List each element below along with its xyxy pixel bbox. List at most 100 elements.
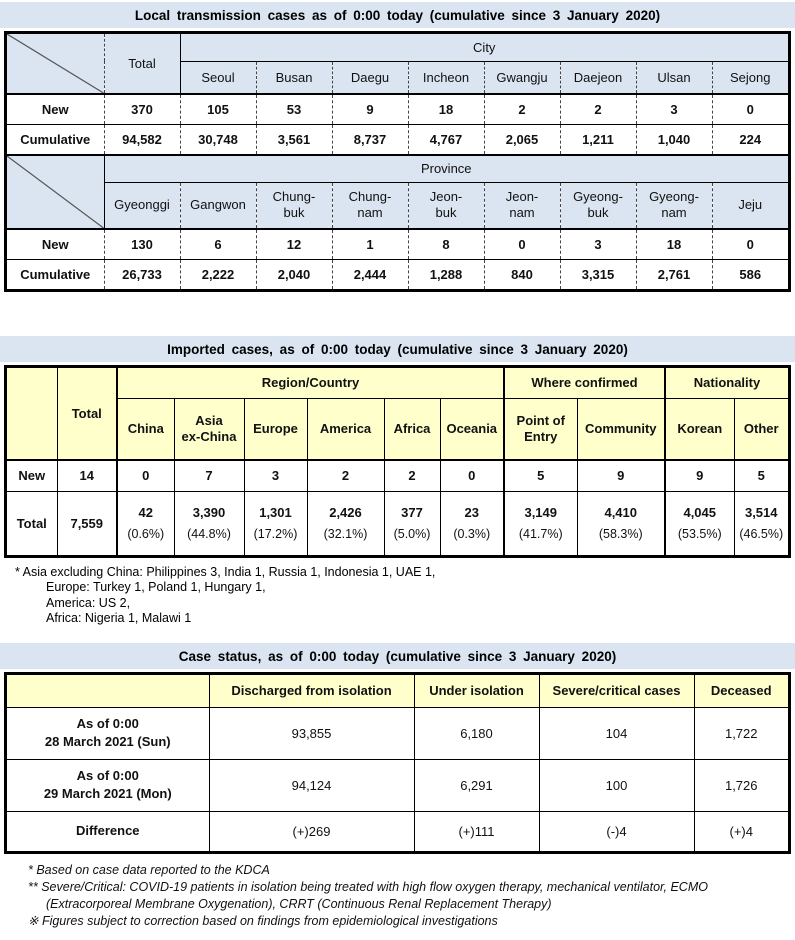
col-header-chungnam: Chung- nam: [331, 181, 408, 229]
value-cell: 8: [407, 228, 484, 259]
col-group-province: Province: [103, 155, 788, 182]
footnote-line: Europe: Turkey 1, Poland 1, Hungary 1,: [46, 580, 266, 595]
col-header-jeonnam: Jeon- nam: [483, 181, 560, 229]
province-cumulative-row: Cumulative 26,733 2,222 2,040 2,444 1,28…: [7, 258, 788, 289]
local-transmission-table: Total City Seoul Busan Daegu Incheon Gwa…: [4, 31, 791, 292]
diagonal-line: [7, 34, 104, 93]
imported-cases-title: Imported cases, as of 0:00 today (cumula…: [0, 336, 795, 362]
percentage: (0.6%): [127, 527, 165, 542]
blank-corner-cell: [7, 675, 209, 707]
value: 23: [464, 505, 479, 521]
col-header-korean: Korean: [664, 397, 734, 460]
col-header-daejeon: Daejeon: [559, 60, 636, 94]
value: 1,301: [259, 505, 292, 521]
row-label-cumulative: Cumulative: [7, 123, 104, 154]
col-header-gyeongbuk: Gyeong- buk: [559, 181, 636, 229]
value-cell: (+)111: [413, 810, 539, 851]
col-header-seoul: Seoul: [179, 60, 256, 94]
value-cell: 2,444: [331, 258, 408, 289]
value-cell: 3: [559, 228, 636, 259]
footnote-line: ** Severe/Critical: COVID-19 patients in…: [28, 880, 708, 911]
value-cell: 12: [255, 228, 332, 259]
value-cell: 2,222: [179, 258, 256, 289]
value-cell: 1,726: [693, 758, 788, 811]
value-cell: 3,315: [559, 258, 636, 289]
value-cell: 94,124: [208, 758, 414, 811]
value-pct-cell: 3,149 (41.7%): [503, 490, 577, 555]
col-header-gyeonggi: Gyeonggi: [103, 181, 180, 229]
col-header-ulsan: Ulsan: [635, 60, 712, 94]
status-footnotes: * Based on case data reported to the KDC…: [10, 862, 785, 929]
percentage: (58.3%): [598, 527, 643, 542]
value-pct-cell: 377 (5.0%): [383, 490, 440, 555]
row-label-28-march: As of 0:00 28 March 2021 (Sun): [7, 706, 209, 759]
value-cell: (+)269: [208, 810, 414, 851]
value-cell: 14: [56, 459, 117, 491]
col-header-jeonbuk: Jeon- buk: [407, 181, 484, 229]
case-status-table: Discharged from isolation Under isolatio…: [4, 672, 791, 854]
footnote-line: America: US 2,: [46, 595, 131, 610]
value-pct-cell: 4,045 (53.5%): [664, 490, 734, 555]
imported-cases-table: Total Region/Country Where confirmed Nat…: [4, 365, 791, 558]
row-label-new: New: [7, 459, 57, 491]
footnote-line: * Asia excluding China: Philippines 3, I…: [15, 565, 436, 579]
value: 4,410: [604, 505, 638, 521]
local-city-table: Total City Seoul Busan Daegu Incheon Gwa…: [7, 34, 788, 154]
percentage: (53.5%): [677, 527, 722, 542]
col-header-gwangju: Gwangju: [483, 60, 560, 94]
city-new-row: New 370 105 53 9 18 2 2 3 0: [7, 93, 788, 124]
imported-table: Total Region/Country Where confirmed Nat…: [7, 368, 788, 555]
percentage: (5.0%): [393, 527, 431, 542]
diagonal-corner-cell: [7, 155, 104, 229]
value-cell: 6: [179, 228, 256, 259]
value: 3,514: [744, 505, 778, 521]
value-cell: 1,722: [693, 706, 788, 759]
value-cell: 8,737: [331, 123, 408, 154]
value-cell: 53: [255, 93, 332, 124]
value-cell: 5: [733, 459, 788, 491]
col-header-jeju: Jeju: [711, 181, 788, 229]
col-header-sejong: Sejong: [711, 60, 788, 94]
value-cell: 93,855: [208, 706, 414, 759]
value-cell: 0: [483, 228, 560, 259]
section-spacer: [0, 626, 795, 643]
value-cell: (+)4: [693, 810, 788, 851]
value-cell: 0: [439, 459, 504, 491]
col-group-region-country: Region/Country: [116, 368, 504, 398]
col-header-other: Other: [733, 397, 788, 460]
col-header-europe: Europe: [243, 397, 307, 460]
value-cell: 1,040: [635, 123, 712, 154]
value-cell: 18: [635, 228, 712, 259]
value-cell: 100: [538, 758, 694, 811]
col-header-daegu: Daegu: [331, 60, 408, 94]
imported-total-row: Total 7,559 42 (0.6%) 3,390 (44.8%) 1,301 (…: [7, 490, 788, 555]
value-cell: 0: [711, 93, 788, 124]
percentage: (32.1%): [323, 527, 368, 542]
percentage: (46.5%): [739, 527, 784, 542]
value-cell: 224: [711, 123, 788, 154]
value-pct-cell: 3,514 (46.5%): [733, 490, 788, 555]
row-label-new: New: [7, 228, 104, 259]
blank-corner-cell: [7, 368, 57, 460]
value-cell: 9: [331, 93, 408, 124]
value: 3,149: [524, 505, 558, 521]
value-pct-cell: 23 (0.3%): [439, 490, 504, 555]
value: 377: [401, 505, 423, 521]
value-cell: 30,748: [179, 123, 256, 154]
col-header-africa: Africa: [383, 397, 440, 460]
col-header-severe-critical: Severe/critical cases: [538, 675, 694, 707]
status-row-28-march: As of 0:00 28 March 2021 (Sun) 93,855 6,…: [7, 706, 788, 759]
value: 3,390: [192, 505, 226, 521]
imported-new-row: New 14 0 7 3 2 2 0 5 9 9 5: [7, 459, 788, 491]
value-cell: 586: [711, 258, 788, 289]
value-cell: 26,733: [103, 258, 180, 289]
col-header-america: America: [306, 397, 384, 460]
local-province-table: Province Gyeonggi Gangwon Chung- buk Chu…: [7, 154, 788, 289]
city-cumulative-row: Cumulative 94,582 30,748 3,561 8,737 4,7…: [7, 123, 788, 154]
col-header-point-of-entry: Point of Entry: [503, 397, 577, 460]
footnote-line: ※ Figures subject to correction based on…: [28, 913, 498, 928]
value-pct-cell: 1,301 (17.2%): [243, 490, 307, 555]
col-header-discharged: Discharged from isolation: [208, 675, 414, 707]
percentage: (17.2%): [253, 527, 298, 542]
